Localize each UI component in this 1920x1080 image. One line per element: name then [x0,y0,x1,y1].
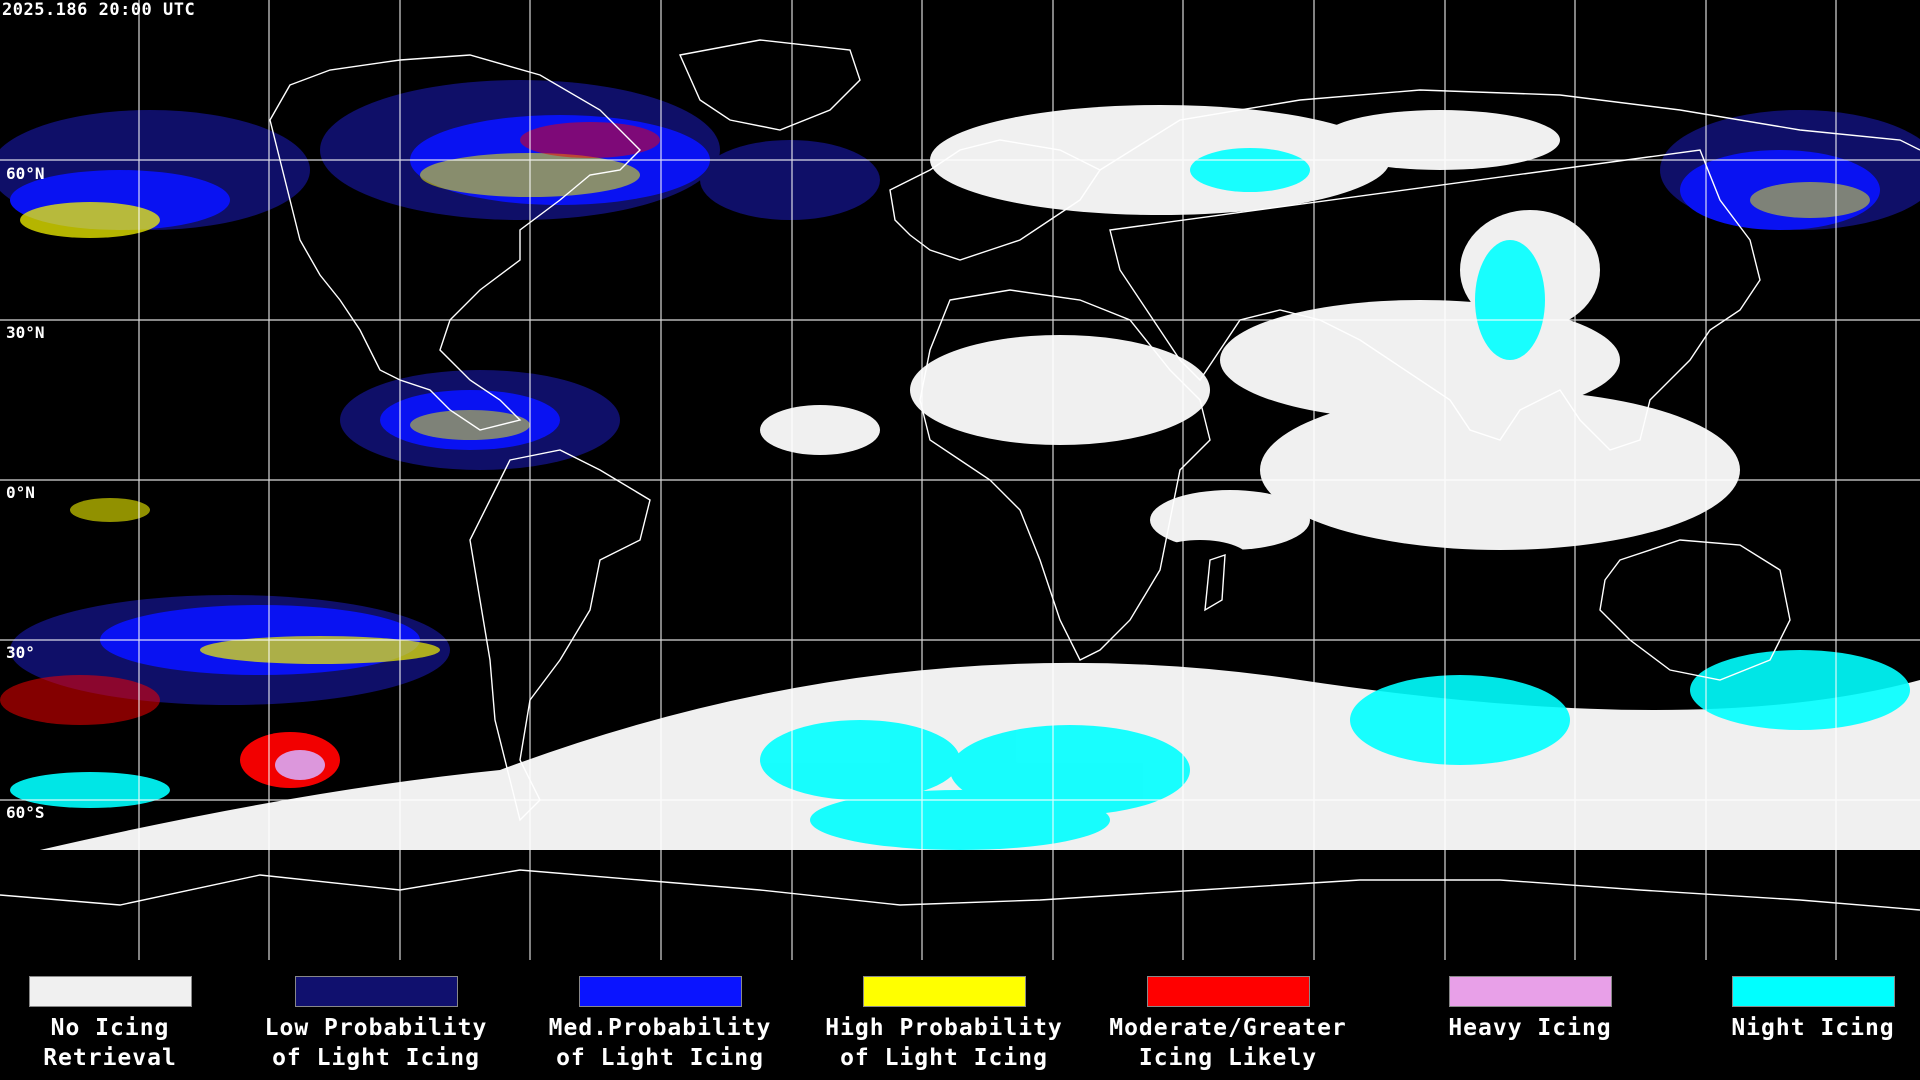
legend-swatch [294,976,458,1007]
icing-map [0,0,1920,960]
legend-swatch [862,976,1026,1007]
legend-swatch [28,976,192,1007]
legend-swatch [1731,976,1895,1007]
legend-item-high-probability: High Probability of Light Icing [814,976,1074,1073]
lat-label-60s: 60°S [6,803,45,822]
legend-item-moderate-greater: Moderate/Greater Icing Likely [1098,976,1358,1073]
legend-item-low-probability: Low Probability of Light Icing [246,976,506,1073]
western-colored-retrievals [0,80,1920,788]
legend-label: Med.Probability of Light Icing [548,1015,772,1071]
legend-label: High Probability of Light Icing [825,1015,1063,1071]
icing-product-layer [0,80,1920,850]
legend-item-no-icing: No Icing Retrieval [0,976,240,1073]
legend-label: Low Probability of Light Icing [264,1015,488,1071]
legend-swatch [1448,976,1612,1007]
lat-label-30s: 30° [6,643,35,662]
lat-label-30n: 30°N [6,323,45,342]
clear-gaps [960,275,1250,580]
legend-label: Heavy Icing [1448,1015,1612,1041]
legend-label: Moderate/Greater Icing Likely [1109,1015,1347,1071]
coastlines [0,39,1920,911]
legend-item-night-icing: Night Icing [1683,976,1920,1043]
lat-label-0n: 0°N [6,483,35,502]
legend-label: Night Icing [1731,1015,1895,1041]
legend-item-heavy-icing: Heavy Icing [1400,976,1660,1043]
legend-swatch [1146,976,1310,1007]
legend-label: No Icing Retrieval [43,1015,177,1071]
legend: No Icing Retrieval Low Probability of Li… [0,960,1920,1080]
legend-item-med-probability: Med.Probability of Light Icing [530,976,790,1073]
legend-swatch [578,976,742,1007]
graticule [0,0,1920,960]
lat-label-60n: 60°N [6,164,45,183]
timestamp: 2025.186 20:00 UTC [2,0,196,20]
